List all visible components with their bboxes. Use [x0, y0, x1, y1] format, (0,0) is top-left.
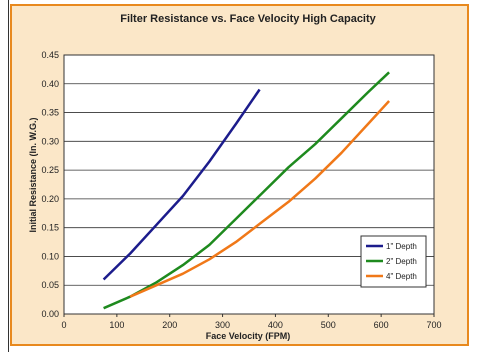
series-line-3: [129, 100, 391, 298]
legend-label: 4" Depth: [386, 272, 417, 281]
y-tick-label: 0.30: [41, 136, 59, 146]
x-tick-label: 200: [162, 320, 177, 330]
y-tick-label: 0.45: [41, 50, 59, 60]
chart-title: Filter Resistance vs. Face Velocity High…: [120, 13, 376, 25]
y-tick-label: 0.35: [41, 108, 59, 118]
y-tick-label: 0.25: [41, 165, 59, 175]
y-tick-label: 0.40: [41, 79, 59, 89]
x-tick-label: 300: [215, 320, 230, 330]
legend-label: 1" Depth: [386, 242, 417, 251]
x-tick-label: 600: [374, 320, 389, 330]
y-axis-ticks: 0.00 0.05 0.10 0.15 0.20 0.25 0.30 0.35 0.40 0.45: [41, 50, 59, 319]
series-lines: [102, 71, 391, 310]
x-axis-label: Face Velocity (FPM): [206, 331, 291, 341]
y-tick-label: 0.10: [41, 251, 59, 261]
y-tick-label: 0.00: [41, 309, 59, 319]
x-tick-label: 500: [321, 320, 336, 330]
x-axis-ticks: 0 100 200 300 400 500 600 700: [61, 314, 442, 330]
x-tick-label: 700: [426, 320, 441, 330]
y-tick-label: 0.15: [41, 223, 59, 233]
x-tick-label: 400: [268, 320, 283, 330]
series-line-2: [103, 71, 390, 310]
legend: 1" Depth 2" Depth 4" Depth: [360, 235, 427, 288]
y-tick-label: 0.20: [41, 194, 59, 204]
y-axis-label: Initial Resistance (In. W.G.): [28, 117, 38, 232]
x-tick-label: 0: [61, 320, 66, 330]
series-line-1: [102, 88, 261, 281]
y-tick-label: 0.05: [41, 280, 59, 290]
window-edge: [0, 0, 9, 352]
x-tick-label: 100: [109, 320, 124, 330]
legend-label: 2" Depth: [386, 257, 417, 266]
